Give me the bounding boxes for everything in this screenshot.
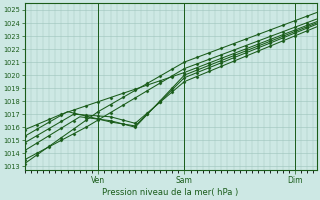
X-axis label: Pression niveau de la mer( hPa ): Pression niveau de la mer( hPa ) [102, 188, 239, 197]
